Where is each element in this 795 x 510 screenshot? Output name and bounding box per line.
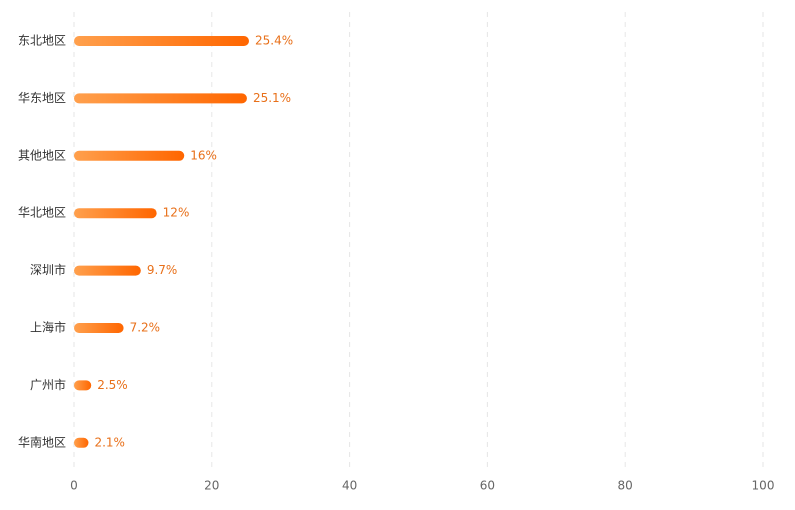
x-tick-label: 100 bbox=[752, 479, 775, 493]
value-label: 16% bbox=[190, 148, 217, 162]
y-tick-label: 上海市 bbox=[30, 320, 66, 335]
value-label: 25.4% bbox=[255, 34, 293, 48]
bar bbox=[74, 150, 185, 161]
bar bbox=[74, 208, 157, 219]
value-label: 2.1% bbox=[94, 435, 125, 449]
y-tick-label: 华北地区 bbox=[18, 206, 66, 220]
y-tick-label: 华东地区 bbox=[18, 91, 66, 105]
value-label: 2.5% bbox=[97, 378, 128, 392]
y-tick-label: 其他地区 bbox=[18, 148, 66, 162]
bar bbox=[74, 36, 250, 46]
x-tick-label: 0 bbox=[70, 479, 78, 493]
bar bbox=[74, 437, 89, 448]
bar bbox=[74, 93, 247, 104]
y-tick-label: 广州市 bbox=[30, 377, 66, 392]
value-label: 7.2% bbox=[130, 321, 161, 335]
y-tick-label: 东北地区 bbox=[18, 34, 66, 48]
y-tick-label: 深圳市 bbox=[30, 262, 66, 277]
y-tick-label: 华南地区 bbox=[18, 434, 66, 449]
value-label: 25.1% bbox=[253, 91, 291, 105]
value-label: 9.7% bbox=[147, 263, 178, 277]
x-tick-label: 60 bbox=[480, 479, 495, 493]
bar bbox=[74, 323, 124, 333]
x-tick-label: 80 bbox=[618, 479, 633, 493]
x-tick-label: 20 bbox=[204, 479, 219, 493]
value-label: 12% bbox=[163, 206, 190, 220]
bar bbox=[74, 265, 141, 276]
x-tick-label: 40 bbox=[342, 479, 357, 493]
bar bbox=[74, 380, 92, 391]
